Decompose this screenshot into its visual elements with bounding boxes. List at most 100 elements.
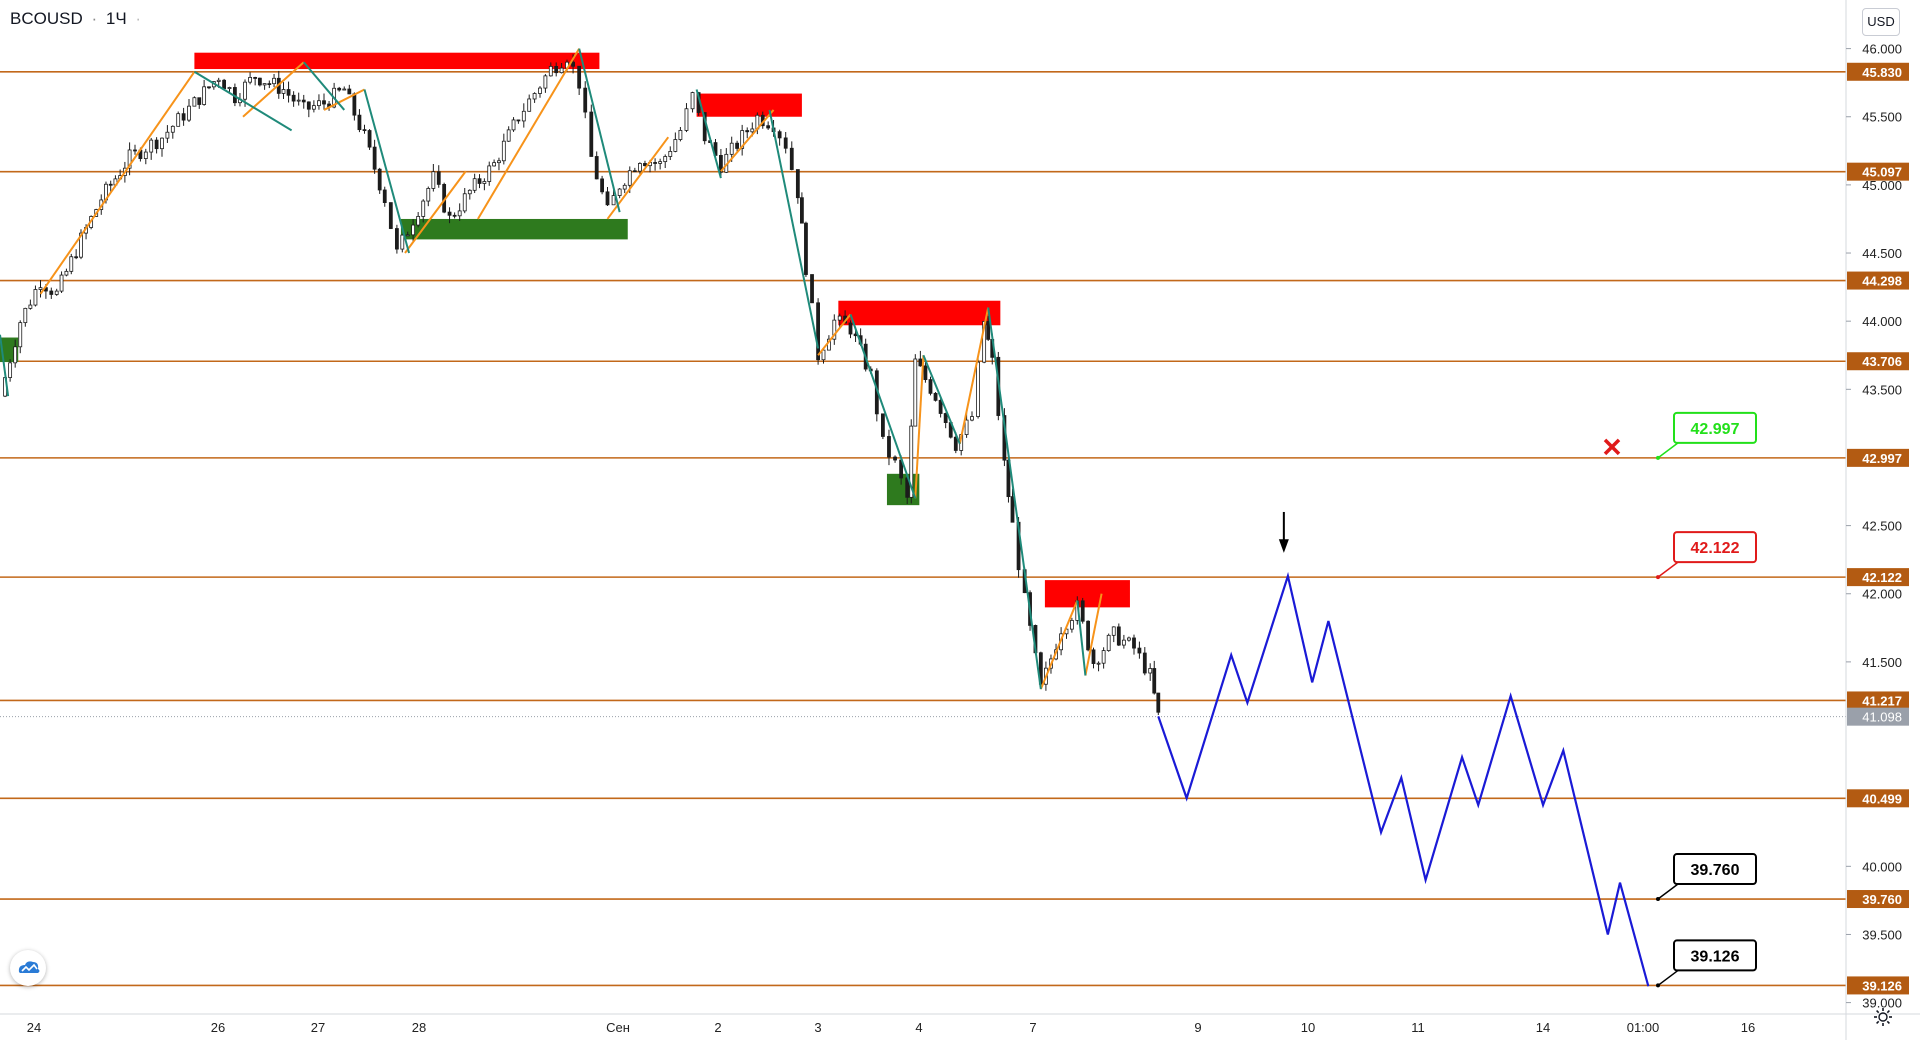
candle-body [521,110,526,122]
candle-body [377,168,382,191]
level-tag-3: 43.706 [1862,354,1902,369]
candle-body [18,322,23,348]
support-zone-1[interactable] [400,218,628,240]
projection-path[interactable] [1157,571,1650,987]
candle-body [938,399,943,414]
candle-body [1101,650,1106,664]
candle-body [227,87,232,90]
y-tick-label-9: 40.000 [1862,859,1902,874]
time-axis: 24 26 27 28 Сен 2 3 4 7 9 10 11 14 01:00 16 [0,1013,1920,1035]
candle-body [457,210,462,217]
candle-body [79,232,83,258]
level-tag-bg-6 [1847,691,1909,710]
candle-body [1116,626,1121,646]
candle-body [511,119,516,131]
target-box-1[interactable] [1673,531,1757,564]
zigzag-up-3 [404,170,467,254]
resistance-zone-1[interactable] [696,93,802,117]
candle-body [59,274,64,292]
zigzag-up-2 [323,88,365,111]
target-label-0: 42.997 [1691,421,1740,438]
resistance-zone-2[interactable] [838,300,1001,326]
x-tick-label-1: 26 [211,1020,225,1035]
candle-body [538,87,542,94]
candle-body [627,170,632,186]
target-box-0[interactable] [1673,411,1757,444]
tradingview-logo-button[interactable] [10,950,46,986]
settings-gear-icon[interactable] [1872,1006,1894,1028]
candle-body [248,77,252,83]
candle-body [286,89,291,96]
candle-body [964,419,969,435]
candle-body [64,270,69,276]
x-tick-label-8: 7 [1029,1020,1036,1035]
candle-body [800,197,804,224]
x-tick-label-0: 24 [27,1020,41,1035]
candle-body [1091,649,1096,664]
level-tag-bg-0 [1847,62,1909,81]
candle-body [1148,668,1153,674]
symbol-name: BCOUSD [10,9,83,28]
candle-body [149,139,154,153]
candle-body [69,256,74,272]
support-zone-2[interactable] [886,473,920,506]
candle-body [766,125,771,129]
candle-body [291,94,296,102]
price-tags: 45.830 45.097 44.298 43.706 42.997 42.122 41.2… [1847,62,1909,995]
symbol-title[interactable]: BCOUSD · 1Ч · [10,9,141,29]
y-tick-label-1: 45.500 [1862,110,1902,125]
level-tag-5: 42.122 [1862,570,1902,585]
candle-body [165,131,170,139]
candle-body [893,456,897,461]
candle-body [658,161,663,164]
candle-body [482,181,487,184]
candle-body [740,130,745,149]
x-tick-label-4: Сен [606,1020,630,1035]
candle-body [1132,637,1136,649]
level-tag-bg-9 [1847,976,1909,995]
candle-body [253,77,258,79]
candle-body [982,321,987,363]
zigzag-down-6 [768,109,820,349]
candle-body [1111,626,1116,636]
candle-body [577,65,582,89]
currency-button[interactable]: USD [1862,8,1900,36]
level-tag-9: 39.126 [1862,978,1902,993]
candle-body [257,77,262,86]
level-tag-bg-7 [1847,789,1909,808]
candle-body [543,75,548,89]
candle-body [594,156,599,180]
level-tag-7: 40.499 [1862,791,1902,806]
candle-body [810,274,814,304]
candle-body [933,392,938,401]
candle-body [1152,668,1157,694]
candle-body [372,146,377,170]
x-tick-label-3: 28 [412,1020,426,1035]
candle-body [192,97,197,107]
candle-body [352,93,357,116]
target-box-2[interactable] [1673,853,1757,886]
target-anchor-2 [1656,897,1660,902]
candle-body [28,304,33,309]
candle-body [127,149,132,169]
zigzag-down-1 [193,70,293,132]
zigzag-up-4 [477,48,581,220]
projection [1157,571,1650,987]
candle-body [296,99,301,102]
candle-body [632,170,637,173]
resistance-zone-0[interactable] [194,52,600,70]
candle-body [913,358,918,427]
zigzag-up-1 [242,61,305,118]
level-tag-bg-3 [1847,352,1909,371]
candle-body [38,287,43,290]
target-box-3[interactable] [1673,939,1757,972]
zigzag-down-5 [695,89,722,179]
candle-body [197,97,202,105]
title-dot-2: · [135,9,142,28]
candle-body [816,302,820,361]
candle-body [554,66,559,74]
candle-body [678,130,683,140]
resistance-zone-3[interactable] [1044,580,1130,608]
candle-body [527,98,532,112]
